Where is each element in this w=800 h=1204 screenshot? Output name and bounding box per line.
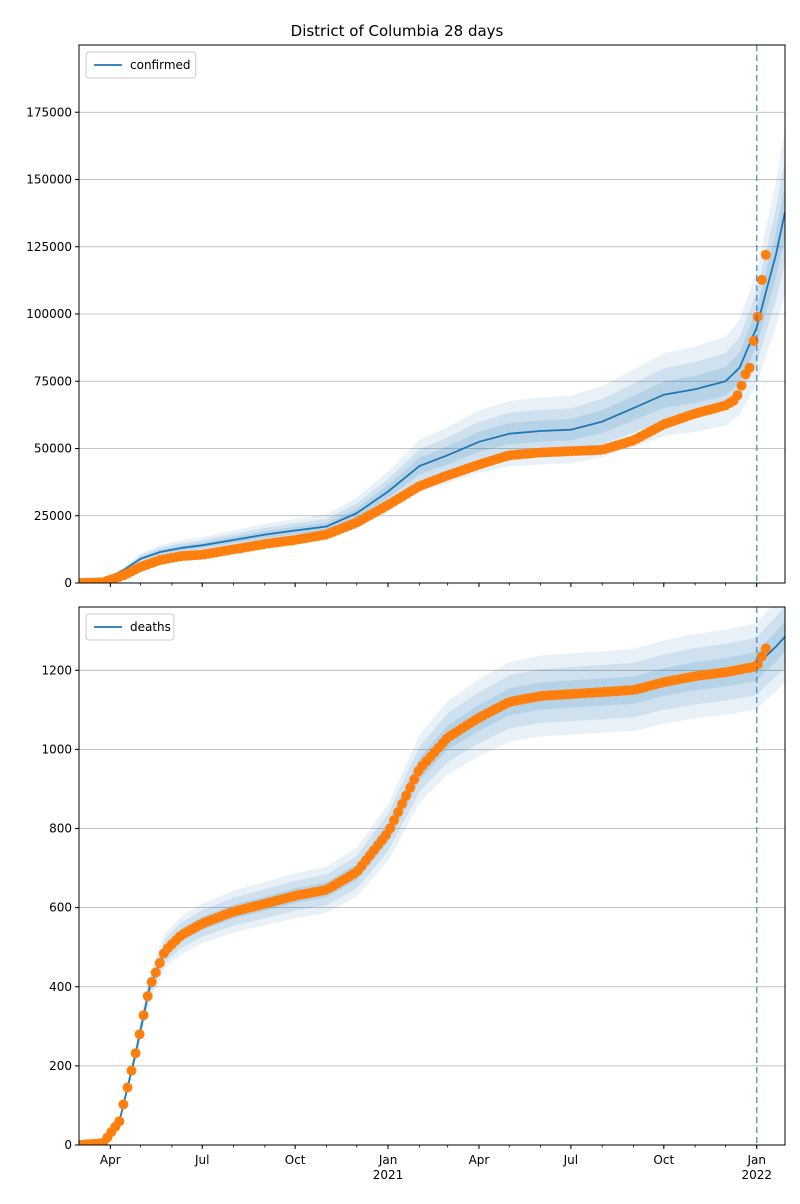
y-tick-label: 1000 (41, 742, 72, 756)
observed-point (752, 311, 763, 322)
x-tick-label: Oct (653, 1153, 674, 1167)
y-tick-label: 50000 (34, 442, 72, 456)
plot-area (79, 607, 785, 1145)
observed-point (760, 643, 771, 654)
observed-point (385, 823, 396, 834)
observed-point (114, 1116, 125, 1127)
observed-point (732, 390, 743, 401)
observed-point (393, 807, 404, 818)
observed-point (401, 790, 412, 801)
x-tick-label: Oct (285, 1153, 306, 1167)
y-tick-label: 1200 (41, 663, 72, 677)
legend-label: deaths (130, 620, 171, 634)
observed-point (150, 967, 161, 978)
x-tick-label: Jul (194, 1153, 209, 1167)
x-tick-label: Jul (563, 1153, 578, 1167)
uncertainty-band (79, 607, 785, 1145)
y-tick-label: 150000 (26, 173, 72, 187)
x-tick-label: Apr (100, 1153, 121, 1167)
x-tick-label: 2021 (373, 1168, 404, 1182)
y-tick-label: 175000 (26, 105, 72, 119)
legend: confirmed (85, 51, 197, 79)
observed-point (405, 782, 416, 793)
observed-point (756, 651, 767, 662)
y-tick-label: 600 (49, 901, 72, 915)
observed-point (122, 1082, 133, 1093)
observed-point (142, 991, 153, 1002)
x-tick-label: 2022 (741, 1168, 772, 1182)
legend: deaths (85, 613, 175, 641)
legend-label: confirmed (130, 58, 191, 72)
axes-frame (78, 606, 786, 1146)
observed-point (736, 380, 747, 391)
observed-point (146, 977, 157, 987)
y-tick-label: 200 (49, 1059, 72, 1073)
confirmed-panel: 0 25000 50000 75000 100000 125000 150000 175000… (26, 44, 786, 590)
y-tick-label: 400 (49, 980, 72, 994)
observed-point (154, 958, 165, 968)
y-tick-label: 800 (49, 822, 72, 836)
observed-point (126, 1065, 137, 1076)
y-tick-label: 100000 (26, 307, 72, 321)
legend-box (85, 51, 197, 79)
model-line (79, 211, 785, 583)
y-tick-label: 125000 (26, 240, 72, 254)
observed-point (130, 1048, 141, 1059)
y-tick-label: 0 (64, 576, 72, 590)
y-tick-label: 75000 (34, 374, 72, 388)
observed-point (389, 815, 400, 826)
y-tick-label: 25000 (34, 509, 72, 523)
plot-area (79, 130, 785, 583)
observed-point (134, 1029, 145, 1040)
chart-title: District of Columbia 28 days (291, 22, 504, 40)
legend-box (85, 613, 175, 641)
observed-point (756, 274, 767, 285)
x-tick-label: Jan (746, 1153, 766, 1167)
x-tick-label: Apr (469, 1153, 490, 1167)
uncertainty-band (79, 607, 785, 1145)
observed-point (744, 362, 755, 373)
observed-point (138, 1010, 149, 1021)
observed-point (752, 659, 763, 670)
x-tick-label: Jan (378, 1153, 398, 1167)
y-tick-label: 0 (64, 1138, 72, 1152)
observed-point (409, 774, 420, 785)
observed-point (397, 798, 408, 809)
observed-point (760, 249, 771, 260)
observed-point (118, 1099, 129, 1110)
